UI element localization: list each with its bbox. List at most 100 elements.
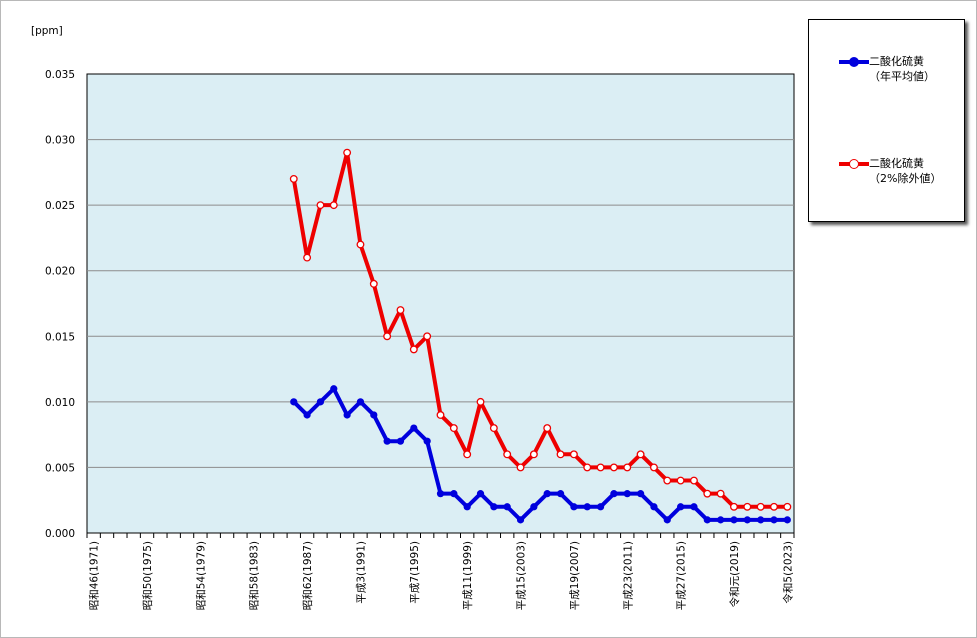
data-point	[383, 437, 391, 445]
legend-label-line1: 二酸化硫黄	[869, 55, 924, 68]
data-point	[650, 503, 658, 511]
data-point	[516, 516, 525, 524]
legend-item-annual-mean: 二酸化硫黄 （年平均値）	[809, 54, 964, 86]
plot-area	[86, 73, 795, 534]
data-point	[757, 516, 765, 524]
data-point	[569, 450, 578, 459]
data-point	[370, 411, 378, 419]
y-axis-ticks: 0.000 0.005 0.010 0.015 0.020 0.025 0.030 0.035	[45, 69, 75, 540]
data-point	[316, 201, 325, 210]
data-point	[690, 503, 698, 511]
data-point	[677, 503, 685, 511]
data-point	[623, 490, 631, 498]
data-point	[676, 476, 685, 485]
data-point	[583, 463, 592, 472]
data-point	[570, 503, 578, 511]
data-point	[330, 385, 338, 393]
data-point	[703, 489, 712, 498]
data-point	[743, 502, 752, 511]
x-tick-label: 平成11(1999)	[462, 541, 474, 610]
y-tick-label: 0.035	[45, 69, 75, 81]
data-point	[329, 201, 338, 210]
data-point	[770, 502, 778, 511]
data-point	[756, 502, 765, 511]
data-point	[583, 503, 591, 511]
data-point	[717, 516, 725, 524]
data-point	[690, 476, 698, 485]
data-point	[449, 424, 458, 433]
y-axis-unit-label: [ppm]	[31, 25, 63, 37]
data-point	[609, 463, 618, 472]
y-tick-label: 0.000	[45, 528, 75, 540]
data-point	[716, 489, 725, 498]
x-tick-label: 平成3(1991)	[355, 541, 367, 604]
data-point	[383, 332, 392, 341]
data-point	[343, 148, 352, 157]
y-tick-label: 0.030	[45, 135, 75, 147]
data-point	[556, 450, 565, 459]
data-point	[450, 490, 458, 498]
data-point	[529, 450, 538, 459]
data-point	[396, 306, 405, 315]
data-point	[410, 424, 418, 432]
data-point	[743, 516, 751, 524]
x-tick-label: 令和5(2023)	[781, 541, 794, 604]
x-tick-label: 昭和46(1971)	[89, 541, 101, 610]
x-tick-label: 昭和50(1975)	[142, 541, 154, 610]
data-point	[490, 503, 498, 511]
legend-marker-hollow-icon	[849, 159, 859, 169]
data-point	[369, 279, 378, 288]
data-point	[649, 463, 658, 472]
y-tick-label: 0.025	[45, 200, 75, 212]
x-tick-label: 平成19(2007)	[569, 541, 581, 610]
legend-item-2pct-excluded: 二酸化硫黄 （2%除外値）	[809, 156, 964, 188]
data-point	[303, 411, 311, 419]
gridlines	[87, 139, 794, 468]
data-point	[636, 490, 645, 498]
data-point	[290, 398, 298, 406]
data-point	[356, 398, 365, 406]
data-point	[623, 463, 632, 472]
data-point	[489, 424, 498, 433]
x-tick-label: 昭和62(1987)	[302, 541, 314, 610]
legend-label-annual-mean: 二酸化硫黄 （年平均値）	[869, 54, 935, 84]
data-point	[316, 398, 325, 406]
data-point	[543, 490, 551, 498]
x-tick-label: 平成7(1995)	[409, 541, 421, 604]
data-point	[436, 490, 445, 498]
legend-label-line2: （2%除外値）	[869, 172, 942, 185]
legend-marker-filled-icon	[849, 57, 859, 67]
legend-label-2pct-excluded: 二酸化硫黄 （2%除外値）	[869, 156, 941, 186]
data-point	[596, 503, 605, 511]
x-tick-label: 昭和54(1979)	[195, 541, 207, 610]
data-point	[409, 345, 418, 354]
x-tick-label: 平成15(2003)	[516, 541, 528, 610]
data-point	[543, 424, 552, 433]
data-point	[783, 502, 792, 511]
series-layer	[289, 148, 792, 524]
data-point	[770, 516, 778, 524]
data-point	[423, 332, 432, 341]
legend-label-line1: 二酸化硫黄	[869, 157, 924, 170]
data-point	[530, 503, 538, 511]
data-point	[503, 450, 512, 459]
data-point	[516, 463, 525, 472]
data-point	[556, 490, 565, 498]
data-point	[343, 411, 351, 419]
data-point	[423, 437, 431, 445]
data-point	[503, 503, 511, 511]
data-point	[436, 411, 445, 419]
x-tick-label: 令和元(2019)	[728, 541, 741, 607]
data-point	[783, 516, 791, 524]
data-point	[663, 476, 672, 485]
data-point	[356, 240, 365, 249]
data-point	[636, 450, 645, 459]
data-point	[663, 516, 671, 524]
x-tick-label: 平成23(2011)	[622, 541, 634, 610]
data-point	[596, 463, 605, 472]
y-tick-label: 0.015	[45, 331, 75, 343]
data-point	[476, 397, 485, 406]
y-tick-label: 0.010	[45, 397, 75, 409]
